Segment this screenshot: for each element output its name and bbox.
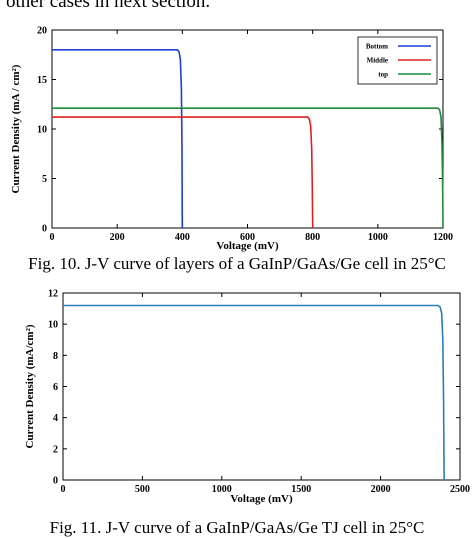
- y-tick-label: 15: [37, 75, 47, 86]
- x-tick-label: 1500: [291, 484, 311, 495]
- series-line-top: [52, 107, 444, 229]
- legend-label: top: [378, 71, 388, 79]
- jv-chart-tj-cell: 0 500 1000 1500 2000 2500 0 2 4 6 8 10 12 Voltage (mV…: [24, 289, 470, 506]
- plot-frame: [62, 292, 461, 481]
- x-tick-label: 800: [305, 232, 320, 243]
- x-tick-label: 2500: [450, 484, 470, 495]
- prose-fragment: other cases in next section.: [6, 0, 211, 12]
- x-tick-label: 200: [110, 232, 125, 243]
- series-line-middle: [52, 116, 314, 229]
- x-tick-label: 0: [50, 232, 55, 243]
- x-tick-label: 1200: [433, 232, 453, 243]
- jv-chart-layers: 0 200 400 600 800 1000 1200 0 5 10 15 20 Voltage (mV…: [10, 26, 453, 253]
- x-tick-label: 1000: [368, 232, 388, 243]
- x-tick-label: 600: [240, 232, 255, 243]
- y-tick-label: 6: [53, 382, 58, 393]
- figure-11-caption: Fig. 11. J-V curve of a GaInP/GaAs/Ge TJ…: [49, 518, 425, 537]
- series-line-bottom: [52, 48, 184, 229]
- x-tick-label: 0: [61, 484, 66, 495]
- y-tick-label: 10: [37, 125, 47, 136]
- y-axis-label: Current Density (mA / cm²): [10, 64, 22, 193]
- x-tick-label: 1000: [212, 484, 232, 495]
- y-tick-label: 12: [48, 289, 58, 300]
- y-tick-label: 20: [37, 26, 47, 37]
- y-tick-label: 5: [42, 174, 47, 185]
- x-tick-label: 400: [175, 232, 190, 243]
- figure-10-caption: Fig. 10. J-V curve of layers of a GaInP/…: [28, 254, 446, 273]
- y-tick-label: 2: [53, 444, 58, 455]
- y-tick-label: 8: [53, 351, 58, 362]
- y-tick-label: 0: [53, 476, 58, 487]
- series-line-0: [63, 304, 445, 481]
- x-axis-label: Voltage (mV): [216, 240, 279, 252]
- x-tick-label: 2000: [371, 484, 391, 495]
- legend-label: Bottom: [366, 43, 388, 51]
- y-tick-label: 4: [53, 413, 58, 424]
- legend-label: Middle: [367, 57, 388, 65]
- y-tick-label: 0: [42, 224, 47, 235]
- x-tick-label: 500: [135, 484, 150, 495]
- y-tick-label: 10: [48, 320, 58, 331]
- x-axis-label: Voltage (mV): [230, 493, 293, 505]
- y-axis-label: Current Density (mA/cm²): [24, 324, 36, 448]
